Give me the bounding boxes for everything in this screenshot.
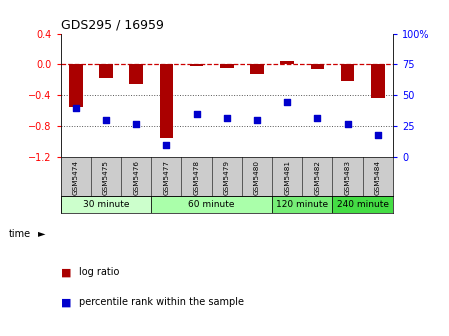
Text: time: time <box>9 228 31 239</box>
Text: GSM5474: GSM5474 <box>73 160 79 195</box>
Text: 120 minute: 120 minute <box>276 200 328 209</box>
Bar <box>341 65 354 81</box>
Text: GSM5478: GSM5478 <box>194 160 199 195</box>
Point <box>132 121 140 126</box>
Bar <box>220 65 233 68</box>
Bar <box>151 196 272 213</box>
Text: ■: ■ <box>61 297 71 307</box>
Point <box>72 105 79 111</box>
Text: GSM5481: GSM5481 <box>284 160 290 195</box>
Point <box>253 117 260 123</box>
Text: GSM5477: GSM5477 <box>163 160 169 195</box>
Text: GSM5484: GSM5484 <box>375 160 381 195</box>
Text: GDS295 / 16959: GDS295 / 16959 <box>61 18 163 31</box>
Text: 30 minute: 30 minute <box>83 200 129 209</box>
Text: GSM5483: GSM5483 <box>344 160 351 195</box>
Point <box>284 99 291 104</box>
Bar <box>61 196 151 213</box>
Bar <box>190 65 203 66</box>
Bar <box>129 65 143 84</box>
Text: GSM5479: GSM5479 <box>224 160 230 195</box>
Text: GSM5482: GSM5482 <box>314 160 320 195</box>
Text: GSM5476: GSM5476 <box>133 160 139 195</box>
Bar <box>159 65 173 138</box>
Text: ■: ■ <box>61 267 71 277</box>
Text: 240 minute: 240 minute <box>337 200 389 209</box>
Bar <box>371 65 384 98</box>
Point <box>374 132 381 137</box>
Text: log ratio: log ratio <box>79 267 119 277</box>
Bar <box>280 61 294 65</box>
Bar <box>69 65 83 107</box>
Text: 60 minute: 60 minute <box>189 200 235 209</box>
Bar <box>250 65 264 74</box>
Point <box>193 111 200 117</box>
Bar <box>99 65 113 78</box>
Text: ►: ► <box>38 228 46 239</box>
Text: GSM5475: GSM5475 <box>103 160 109 195</box>
Point <box>344 121 351 126</box>
Bar <box>272 196 332 213</box>
Point <box>102 117 110 123</box>
Bar <box>332 196 393 213</box>
Point <box>223 115 230 120</box>
Bar <box>311 65 324 69</box>
Text: percentile rank within the sample: percentile rank within the sample <box>79 297 243 307</box>
Point <box>314 115 321 120</box>
Point <box>163 142 170 148</box>
Text: GSM5480: GSM5480 <box>254 160 260 195</box>
